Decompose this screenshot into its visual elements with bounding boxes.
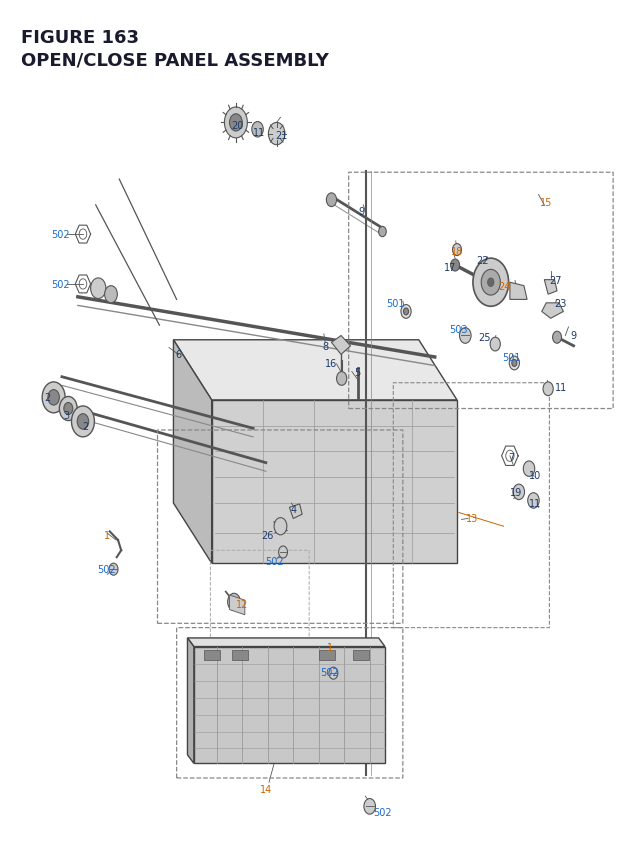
Text: 1: 1 [326,641,333,652]
Text: 19: 19 [510,487,522,498]
Text: 11: 11 [529,499,541,509]
Circle shape [473,259,509,307]
Circle shape [543,382,553,396]
Polygon shape [188,638,194,764]
Circle shape [274,518,287,536]
Circle shape [488,279,494,288]
Circle shape [451,260,460,272]
Circle shape [230,115,243,132]
Circle shape [364,799,376,815]
Text: 10: 10 [529,470,541,480]
Circle shape [48,390,60,406]
Circle shape [42,382,65,413]
Text: 21: 21 [276,131,288,141]
Text: 26: 26 [262,530,274,540]
Circle shape [104,287,117,303]
Text: 6: 6 [175,350,182,360]
Text: 11: 11 [253,127,266,138]
Circle shape [512,360,517,367]
Polygon shape [173,340,457,400]
Circle shape [524,461,535,477]
Polygon shape [332,336,351,355]
Polygon shape [541,303,563,319]
Text: 13: 13 [465,513,478,523]
Text: 24: 24 [499,282,511,291]
Text: 502: 502 [51,280,69,289]
Text: 2: 2 [83,421,88,431]
Text: 12: 12 [236,599,248,609]
Text: 501: 501 [502,352,520,362]
Text: 16: 16 [325,358,337,369]
Text: 502: 502 [51,230,69,240]
Text: 22: 22 [476,256,489,265]
Circle shape [60,397,77,421]
Circle shape [252,122,263,138]
Circle shape [268,123,285,146]
Text: 4: 4 [290,505,296,515]
Text: OPEN/CLOSE PANEL ASSEMBLY: OPEN/CLOSE PANEL ASSEMBLY [20,51,328,69]
Circle shape [452,245,461,257]
Text: 501: 501 [386,299,404,308]
Circle shape [401,305,411,319]
Text: 502: 502 [373,808,392,817]
Text: 502: 502 [320,667,339,678]
Text: 23: 23 [555,299,567,308]
Circle shape [278,547,287,559]
Circle shape [91,279,106,299]
Text: FIGURE 163: FIGURE 163 [20,29,138,46]
Circle shape [513,485,525,500]
Text: 20: 20 [231,121,243,131]
Text: 502: 502 [97,565,116,574]
Bar [353,650,369,660]
Circle shape [490,338,500,351]
Circle shape [509,356,520,370]
Polygon shape [212,400,457,564]
Polygon shape [188,638,385,647]
Circle shape [552,331,561,344]
Circle shape [225,108,247,139]
Circle shape [379,227,387,238]
Text: 15: 15 [540,198,552,208]
Circle shape [72,406,95,437]
Circle shape [403,308,408,315]
Bar [319,650,335,660]
Text: 3: 3 [63,410,70,420]
Text: 11: 11 [555,382,567,393]
Circle shape [77,414,89,430]
Polygon shape [510,283,527,300]
Circle shape [481,270,500,296]
Polygon shape [194,647,385,764]
Text: 502: 502 [265,556,284,566]
Bar [232,650,248,660]
Circle shape [64,403,73,415]
Text: 27: 27 [550,276,562,285]
Text: 5: 5 [354,367,360,377]
Polygon shape [544,281,557,295]
Text: 8: 8 [322,342,328,351]
Polygon shape [289,505,302,519]
Text: 17: 17 [444,263,457,272]
Circle shape [460,328,471,344]
Circle shape [528,493,540,509]
Circle shape [228,593,241,610]
Circle shape [329,667,338,679]
Circle shape [326,194,337,208]
Circle shape [337,372,347,386]
Bar [204,650,220,660]
Text: 1: 1 [104,530,109,540]
Text: 9: 9 [570,331,577,341]
Text: 14: 14 [260,784,272,794]
Text: 2: 2 [44,393,51,403]
Polygon shape [173,340,212,564]
Text: 9: 9 [358,207,365,217]
Text: 503: 503 [450,325,468,334]
Text: 25: 25 [478,333,491,343]
Text: 7: 7 [508,453,515,463]
Circle shape [109,564,118,575]
Polygon shape [230,595,245,615]
Text: 18: 18 [451,247,463,257]
